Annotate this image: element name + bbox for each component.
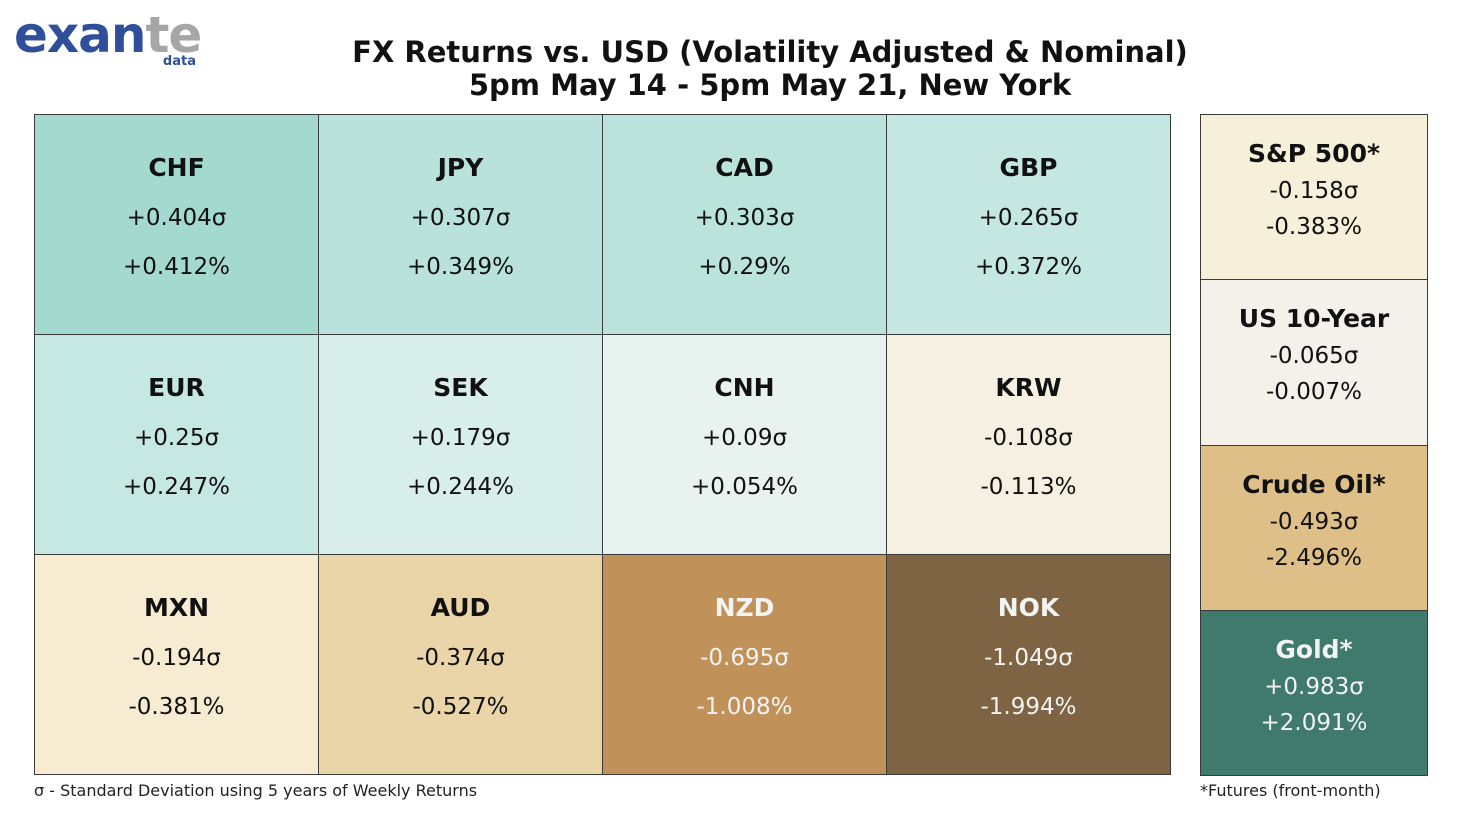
vol-adjusted-return: +0.983σ [1264,673,1364,700]
other-assets-panel: S&P 500* -0.158σ -0.383% US 10-Year -0.065σ -… [1200,114,1428,776]
nominal-return: -1.008% [696,694,793,720]
asset-name: Gold* [1275,634,1353,664]
vol-adjusted-return: -0.158σ [1269,178,1359,204]
vol-adjusted-return: -0.695σ [700,645,789,671]
nominal-return: +0.29% [698,254,791,280]
asset-name: NZD [714,593,775,622]
nominal-return: -0.383% [1266,214,1362,240]
nominal-return: +0.054% [691,474,798,500]
vol-adjusted-return: +0.404σ [126,205,227,231]
asset-name: CHF [148,153,205,182]
vol-adjusted-return: -0.108σ [984,425,1073,451]
asset-name: AUD [430,593,491,622]
vol-adjusted-return: +0.09σ [701,425,788,451]
tile-krw: KRW -0.108σ -0.113% [886,334,1171,555]
exante-data-logo: exante data [14,6,204,70]
vol-adjusted-return: +0.179σ [410,425,511,451]
nominal-return: +0.412% [123,254,230,280]
tile-us-10-year: US 10-Year -0.065σ -0.007% [1200,279,1428,446]
logo-subtitle: data [162,54,196,69]
asset-name: GBP [999,153,1058,182]
vol-adjusted-return: -0.194σ [132,645,221,671]
vol-adjusted-return: +0.307σ [410,205,511,231]
tile-aud: AUD -0.374σ -0.527% [318,554,603,775]
asset-name: CNH [714,373,775,402]
tile-sek: SEK +0.179σ +0.244% [318,334,603,555]
tile-cad: CAD +0.303σ +0.29% [602,114,887,335]
tile-s-p-500: S&P 500* -0.158σ -0.383% [1200,114,1428,281]
nominal-return: -1.994% [980,694,1077,720]
nominal-return: -0.007% [1266,379,1362,406]
nominal-return: -2.496% [1266,544,1362,571]
tile-mxn: MXN -0.194σ -0.381% [34,554,319,775]
asset-name: SEK [433,373,488,402]
fx-returns-grid: CHF +0.404σ +0.412% JPY +0.307σ +0.349% CAD +0.… [34,114,1171,775]
chart-title-line2: 5pm May 14 - 5pm May 21, New York [468,68,1072,102]
asset-name: Crude Oil* [1242,469,1386,499]
vol-adjusted-return: +0.25σ [133,425,220,451]
asset-name: MXN [143,593,210,622]
vol-adjusted-return: -0.374σ [416,645,505,671]
asset-name: EUR [148,373,205,402]
tile-gbp: GBP +0.265σ +0.372% [886,114,1171,335]
nominal-return: +2.091% [1260,709,1368,736]
nominal-return: -0.527% [412,694,509,720]
nominal-return: +0.244% [407,474,514,500]
asset-name: CAD [715,153,774,182]
vol-adjusted-return: +0.265σ [978,205,1079,231]
chart-title: FX Returns vs. USD (Volatility Adjusted … [300,36,1240,102]
asset-name: NOK [997,593,1060,622]
chart-title-line1: FX Returns vs. USD (Volatility Adjusted … [352,35,1188,69]
tile-eur: EUR +0.25σ +0.247% [34,334,319,555]
asset-name: JPY [437,153,484,182]
nominal-return: +0.349% [407,254,514,280]
nominal-return: +0.372% [975,254,1082,280]
nominal-return: -0.381% [128,694,225,720]
vol-adjusted-return: -0.065σ [1269,343,1359,370]
tile-crude-oil: Crude Oil* -0.493σ -2.496% [1200,444,1428,611]
tile-nzd: NZD -0.695σ -1.008% [602,554,887,775]
futures-footnote: *Futures (front-month) [1200,781,1381,800]
vol-adjusted-return: -1.049σ [984,645,1073,671]
nominal-return: -0.113% [980,474,1077,500]
tile-jpy: JPY +0.307σ +0.349% [318,114,603,335]
vol-adjusted-return: +0.303σ [694,205,795,231]
tile-nok: NOK -1.049σ -1.994% [886,554,1171,775]
tile-gold: Gold* +0.983σ +2.091% [1200,609,1428,776]
tile-chf: CHF +0.404σ +0.412% [34,114,319,335]
asset-name: S&P 500* [1247,139,1381,168]
nominal-return: +0.247% [123,474,230,500]
vol-adjusted-return: -0.493σ [1269,508,1359,535]
tile-cnh: CNH +0.09σ +0.054% [602,334,887,555]
sigma-footnote: σ - Standard Deviation using 5 years of … [34,781,478,800]
logo-wordmark: exante [14,6,202,64]
asset-name: US 10-Year [1238,304,1390,334]
asset-name: KRW [995,373,1062,402]
